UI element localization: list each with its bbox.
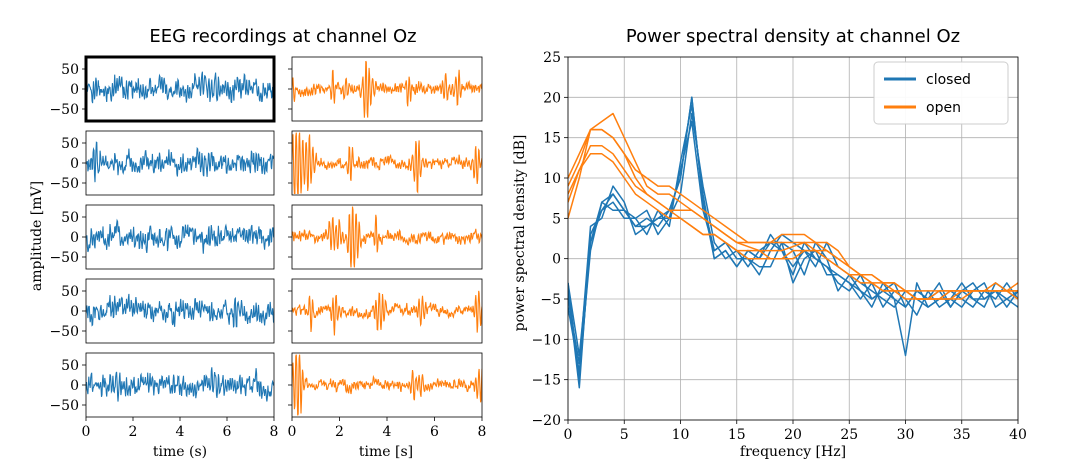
eeg-panel-r0-open — [288, 56, 483, 122]
eeg-trace-open — [292, 290, 482, 336]
psd-lines — [568, 96, 1018, 389]
eeg-xtick-label: 4 — [383, 424, 392, 440]
psd-xtick-label: 35 — [953, 427, 971, 443]
legend-open-label: open — [926, 100, 961, 116]
psd-ytick-label: 20 — [543, 90, 561, 106]
eeg-ytick-label: 0 — [70, 230, 79, 246]
psd-title: Power spectral density at channel Oz — [626, 26, 960, 47]
eeg-panel-r1-closed: 50 0 −50 — [49, 130, 275, 196]
eeg-ytick-label: 50 — [61, 210, 79, 226]
eeg-ytick-label: −50 — [49, 250, 79, 266]
eeg-ylabel: amplitude [mV] — [29, 181, 45, 291]
eeg-title: EEG recordings at channel Oz — [149, 26, 416, 47]
eeg-trace-closed — [86, 367, 274, 402]
eeg-xlabel-left: time (s) — [153, 444, 207, 460]
eeg-xtick-label: 0 — [82, 424, 91, 440]
eeg-panel-r4-closed: 50 0 −50 — [49, 352, 275, 418]
psd-series-open-7 — [568, 144, 1018, 300]
psd-xtick-label: 30 — [897, 427, 915, 443]
eeg-ytick-label: −50 — [49, 398, 79, 414]
eeg-xtick-label: 6 — [223, 424, 232, 440]
eeg-panel-r2-closed: 50 0 −50 — [49, 204, 275, 270]
eeg-trace-open — [292, 206, 482, 268]
psd-xlabel: frequency [Hz] — [740, 444, 846, 460]
eeg-panel-r0-closed: 50 0 −50 — [49, 55, 276, 123]
psd-xtick-label: 5 — [620, 427, 629, 443]
eeg-trace-closed — [86, 141, 274, 183]
eeg-ytick-label: −50 — [49, 102, 79, 118]
psd-ytick-label: 0 — [552, 252, 561, 268]
eeg-panel-r2-open — [288, 204, 483, 270]
eeg-ytick-label: 50 — [61, 136, 79, 152]
psd-xtick-label: 0 — [564, 427, 573, 443]
eeg-xtick-label: 2 — [335, 424, 344, 440]
legend-closed-label: closed — [926, 72, 971, 88]
eeg-ytick-label: 0 — [70, 82, 79, 98]
eeg-ytick-label: −50 — [49, 324, 79, 340]
eeg-panel-r3-open — [288, 278, 483, 344]
psd-plot: 0 5 10 15 20 25 30 35 40 25 20 15 10 5 0 −5 −10 −15 −20 — [531, 50, 1026, 443]
eeg-ytick-label: 50 — [61, 284, 79, 300]
psd-ytick-label: −10 — [531, 332, 561, 348]
psd-legend: closed open — [873, 61, 1009, 125]
psd-xtick-label: 25 — [840, 427, 858, 443]
eeg-ytick-label: 50 — [61, 358, 79, 374]
psd-xtick-label: 40 — [1009, 427, 1027, 443]
psd-xtick-label: 15 — [728, 427, 746, 443]
psd-series-open-9 — [568, 128, 1018, 300]
psd-ytick-label: −5 — [540, 292, 561, 308]
eeg-ytick-label: −50 — [49, 176, 79, 192]
psd-ylabel: power spectral density [dB] — [512, 135, 528, 332]
eeg-ytick-label: 50 — [61, 62, 79, 78]
eeg-xtick-label: 6 — [430, 424, 439, 440]
psd-xtick-label: 20 — [784, 427, 802, 443]
eeg-trace-closed — [86, 218, 274, 254]
psd-ytick-label: 10 — [543, 171, 561, 187]
psd-ytick-label: 25 — [543, 50, 561, 66]
eeg-trace-open — [292, 60, 482, 118]
eeg-ytick-label: 0 — [70, 304, 79, 320]
eeg-panel-r3-closed: 50 0 −50 — [49, 278, 275, 344]
eeg-ytick-label: 0 — [70, 378, 79, 394]
psd-xtick-label: 10 — [672, 427, 690, 443]
eeg-xtick-label: 2 — [129, 424, 138, 440]
psd-series-open-8 — [568, 153, 1018, 292]
eeg-ytick-label: 0 — [70, 156, 79, 172]
eeg-panel-r4-open — [288, 352, 483, 418]
eeg-xtick-label: 0 — [288, 424, 297, 440]
eeg-trace-closed — [86, 71, 274, 104]
eeg-trace-open — [292, 354, 482, 416]
eeg-panels: 50 0 −50 50 0 −50 50 0 −50 50 0 −50 50 0 −50 — [49, 55, 483, 418]
eeg-trace-closed — [86, 293, 274, 328]
eeg-panel-r1-open — [288, 130, 483, 196]
eeg-xlabel-right: time [s] — [359, 444, 413, 460]
eeg-xtick-label: 8 — [478, 424, 487, 440]
psd-ytick-label: 15 — [543, 131, 561, 147]
eeg-xtick-label: 4 — [176, 424, 185, 440]
psd-series-closed-2 — [568, 112, 1018, 365]
eeg-trace-open — [292, 132, 482, 194]
psd-frame — [567, 56, 1019, 421]
psd-ytick-label: −15 — [531, 373, 561, 389]
eeg-xtick-label: 8 — [270, 424, 279, 440]
psd-ytick-label: −20 — [531, 413, 561, 429]
psd-ytick-label: 5 — [552, 211, 561, 227]
